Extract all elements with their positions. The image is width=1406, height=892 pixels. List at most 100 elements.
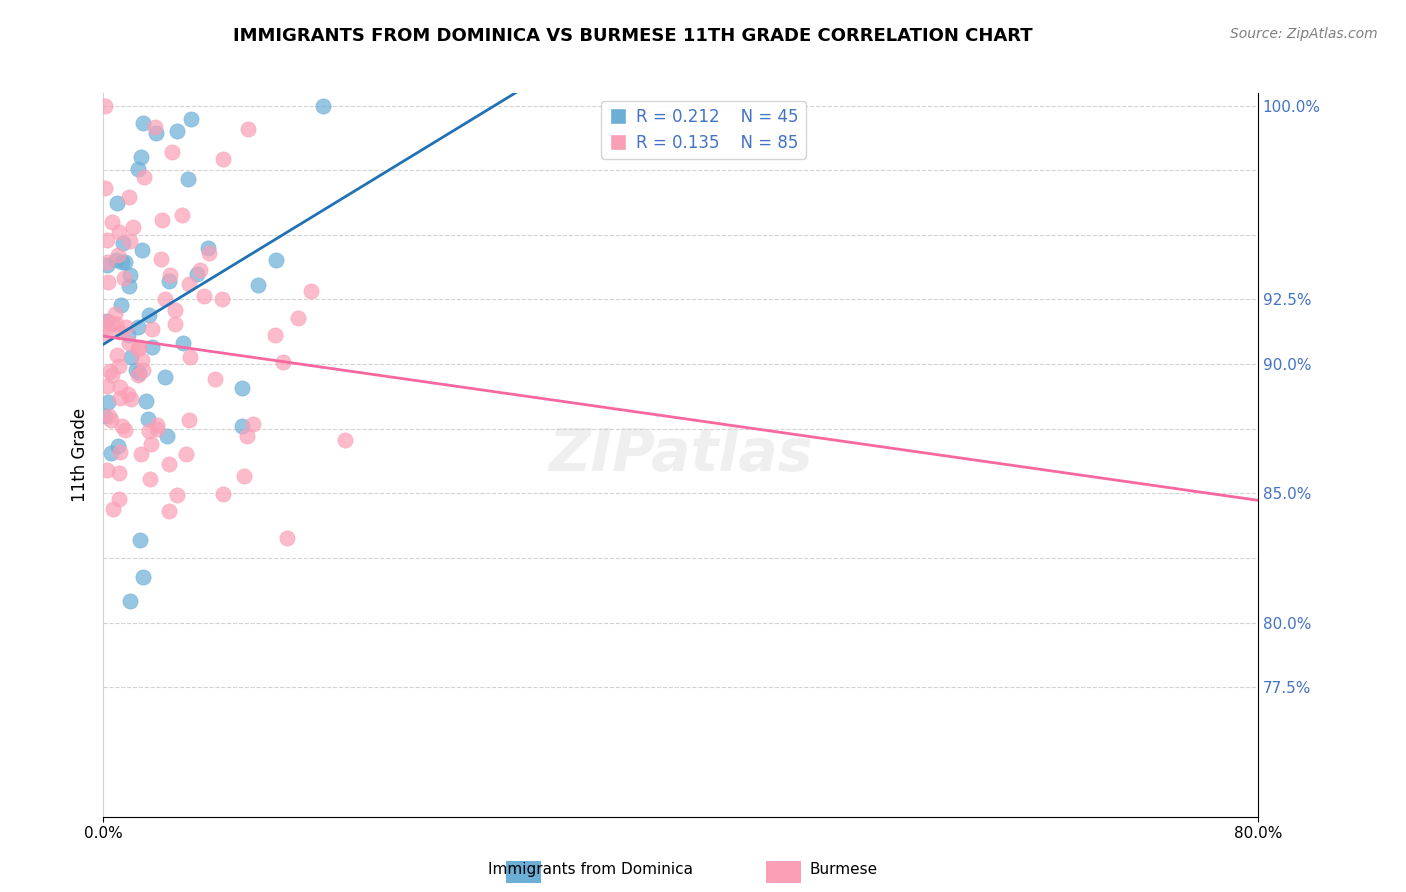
Point — [128, 533, 150, 548]
Point — [98, 409, 121, 423]
Point — [179, 350, 201, 364]
Point — [128, 367, 150, 381]
Point — [163, 303, 186, 318]
Text: Immigrants from Dominica: Immigrants from Dominica — [488, 863, 693, 877]
Point — [159, 268, 181, 282]
Point — [236, 122, 259, 136]
Point — [149, 252, 172, 266]
Point — [276, 531, 298, 545]
Point — [197, 241, 219, 255]
Point — [107, 492, 129, 507]
Point — [145, 421, 167, 435]
Point — [204, 372, 226, 386]
Point — [120, 392, 142, 406]
Point — [91, 314, 114, 328]
Point — [108, 325, 131, 339]
Point — [166, 487, 188, 501]
Point — [146, 418, 169, 433]
Point — [100, 446, 122, 460]
Point — [179, 277, 201, 291]
Point — [174, 447, 197, 461]
Point — [112, 271, 135, 285]
Point — [139, 472, 162, 486]
Point — [111, 254, 134, 268]
Y-axis label: 11th Grade: 11th Grade — [72, 408, 89, 501]
Point — [211, 486, 233, 500]
Point — [125, 363, 148, 377]
Point — [105, 317, 128, 331]
Point — [127, 368, 149, 383]
Point — [231, 419, 253, 434]
Point — [122, 220, 145, 235]
Point — [108, 392, 131, 406]
Legend: R = 0.212    N = 45, R = 0.135    N = 85: R = 0.212 N = 45, R = 0.135 N = 85 — [602, 101, 806, 159]
Point — [96, 255, 118, 269]
Point — [131, 243, 153, 257]
Point — [107, 359, 129, 373]
Point — [138, 308, 160, 322]
Point — [172, 208, 194, 222]
Point — [172, 335, 194, 350]
Point — [180, 112, 202, 126]
Point — [157, 457, 180, 471]
Point — [132, 363, 155, 377]
Point — [104, 307, 127, 321]
Point — [117, 328, 139, 343]
Point — [188, 262, 211, 277]
Point — [177, 413, 200, 427]
Point — [135, 394, 157, 409]
Point — [96, 233, 118, 247]
Point — [114, 255, 136, 269]
Text: IMMIGRANTS FROM DOMINICA VS BURMESE 11TH GRADE CORRELATION CHART: IMMIGRANTS FROM DOMINICA VS BURMESE 11TH… — [233, 27, 1032, 45]
Point — [97, 394, 120, 409]
Point — [299, 284, 322, 298]
Point — [153, 293, 176, 307]
Point — [287, 311, 309, 326]
Point — [101, 215, 124, 229]
Point — [166, 124, 188, 138]
Point — [114, 320, 136, 334]
Point — [118, 268, 141, 282]
Point — [131, 352, 153, 367]
Point — [242, 417, 264, 432]
Point — [111, 235, 134, 250]
Point — [212, 152, 235, 166]
Point — [129, 150, 152, 164]
Point — [127, 320, 149, 334]
Point — [163, 317, 186, 331]
Point — [96, 463, 118, 477]
Point — [100, 413, 122, 427]
Point — [136, 412, 159, 426]
Text: Source: ZipAtlas.com: Source: ZipAtlas.com — [1230, 27, 1378, 41]
Point — [246, 278, 269, 293]
Point — [105, 196, 128, 211]
Point — [107, 439, 129, 453]
Point — [134, 169, 156, 184]
Point — [118, 278, 141, 293]
Text: Burmese: Burmese — [810, 863, 877, 877]
Point — [120, 350, 142, 364]
Point — [110, 298, 132, 312]
Point — [141, 340, 163, 354]
Point — [129, 447, 152, 461]
Point — [111, 418, 134, 433]
Point — [108, 445, 131, 459]
Point — [94, 181, 117, 195]
Point — [105, 348, 128, 362]
Point — [96, 258, 118, 272]
Point — [198, 246, 221, 260]
Point — [118, 593, 141, 607]
Point — [96, 379, 118, 393]
Point — [335, 434, 357, 448]
Text: ZIPatlas: ZIPatlas — [548, 426, 813, 483]
Point — [145, 120, 167, 134]
Point — [107, 466, 129, 480]
Point — [153, 370, 176, 384]
Point — [176, 172, 198, 186]
Point — [118, 336, 141, 351]
Point — [98, 364, 121, 378]
Point — [138, 425, 160, 439]
Point — [193, 289, 215, 303]
Point — [236, 428, 259, 442]
Point — [127, 161, 149, 176]
